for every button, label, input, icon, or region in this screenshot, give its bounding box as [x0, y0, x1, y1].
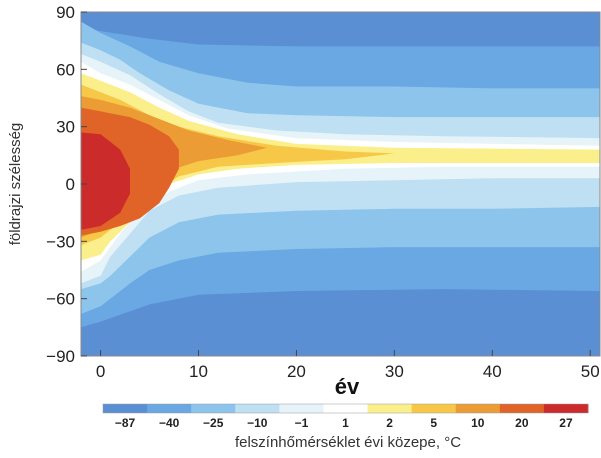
colorbar-tick-label: −10	[247, 416, 268, 430]
x-tick-label: 10	[189, 362, 208, 381]
colorbar-swatch	[499, 404, 545, 413]
y-tick-label: 60	[56, 60, 75, 79]
colorbar-tick-label: 10	[471, 416, 485, 430]
colorbar-swatch	[279, 404, 324, 413]
y-tick-label: 30	[56, 118, 75, 137]
colorbar-swatch	[543, 404, 589, 413]
y-tick-label: −60	[46, 290, 75, 309]
colorbar-tick-label: 27	[559, 416, 573, 430]
colorbar-tick-label: −87	[115, 416, 136, 430]
colorbar-tick-label: −1	[295, 416, 309, 430]
x-tick-label: 20	[287, 362, 306, 381]
colorbar-swatch	[103, 404, 148, 413]
colorbar-tick-label: 5	[430, 416, 437, 430]
colorbar-tick-label: 1	[342, 416, 349, 430]
y-axis-label: földrajzi szélesség	[7, 123, 24, 246]
y-tick-label: −90	[46, 347, 75, 366]
colorbar-swatch	[191, 404, 236, 413]
colorbar: −87 −40 −25 −10 −1 1 2 5 10 20 27	[102, 403, 589, 430]
colorbar-swatch	[455, 404, 501, 413]
colorbar-label: felszínhőmérséklet évi közepe, °C	[235, 434, 461, 451]
colorbar-swatch	[323, 404, 369, 413]
x-axis: 0 10 20 30 40 50	[96, 350, 600, 381]
colorbar-tick-label: 20	[515, 416, 529, 430]
colorbar-tick-label: −25	[203, 416, 224, 430]
x-tick-label: 0	[96, 362, 105, 381]
x-axis-label: év	[335, 374, 360, 399]
contour-band-10	[81, 132, 130, 230]
y-tick-label: 90	[56, 3, 75, 22]
y-axis: 90 60 30 0 −30 −60 −90	[46, 3, 87, 366]
colorbar-tick-label: 2	[386, 416, 393, 430]
y-tick-label: −30	[46, 232, 75, 251]
colorbar-swatch	[147, 404, 192, 413]
colorbar-tick-label: −40	[159, 416, 180, 430]
colorbar-swatch	[367, 404, 413, 413]
plot-area	[81, 12, 600, 356]
colorbar-frame	[102, 403, 589, 414]
colorbar-swatch	[235, 404, 280, 413]
y-tick-label: 0	[66, 175, 75, 194]
colorbar-swatch	[411, 404, 457, 413]
x-tick-label: 40	[483, 362, 502, 381]
contour-band-5	[81, 61, 600, 272]
x-tick-label: 30	[385, 362, 404, 381]
x-tick-label: 50	[581, 362, 600, 381]
